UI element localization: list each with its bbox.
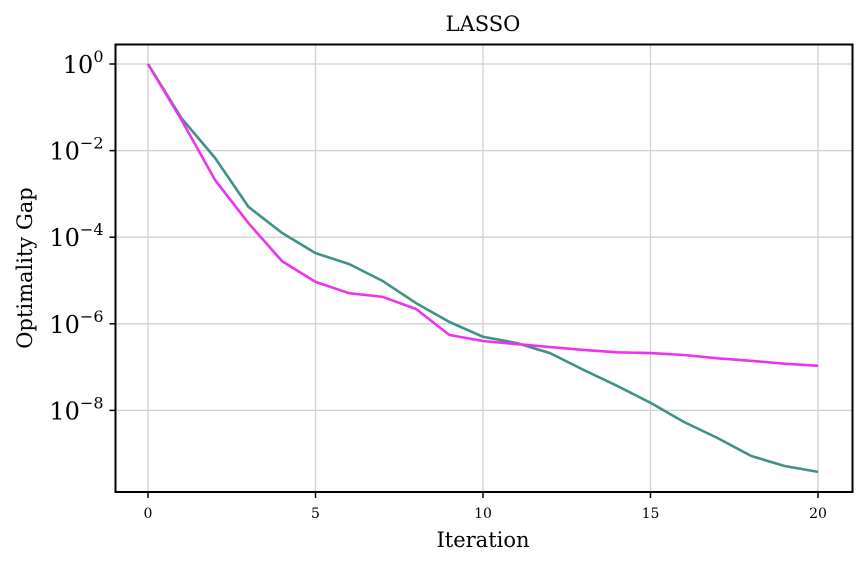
x-tick-label: 10	[474, 506, 492, 522]
chart-title: LASSO	[446, 12, 521, 36]
y-axis-ticks: 100 10−2 10−4 10−6 10−8	[49, 47, 116, 425]
x-tick-label: 15	[642, 506, 660, 522]
axes-frame	[114, 43, 854, 493]
y-tick-label: 10−6	[49, 307, 103, 339]
x-axis-label: Iteration	[436, 528, 529, 552]
y-tick-label: 10−2	[49, 134, 103, 166]
y-tick-label: 10−8	[49, 393, 103, 425]
series-line	[146, 63, 819, 474]
series-line	[146, 63, 819, 368]
y-tick-label: 100	[63, 47, 104, 79]
plot-lines	[146, 63, 819, 474]
x-tick-label: 20	[809, 506, 827, 522]
x-tick-label: 5	[311, 506, 320, 522]
y-tick-label: 10−4	[49, 220, 103, 252]
y-axis-label: Optimality Gap	[13, 187, 37, 348]
x-tick-label: 0	[144, 506, 153, 522]
x-axis-ticks: 0 5 10 15 20	[144, 492, 827, 522]
grid-lines	[115, 44, 853, 492]
